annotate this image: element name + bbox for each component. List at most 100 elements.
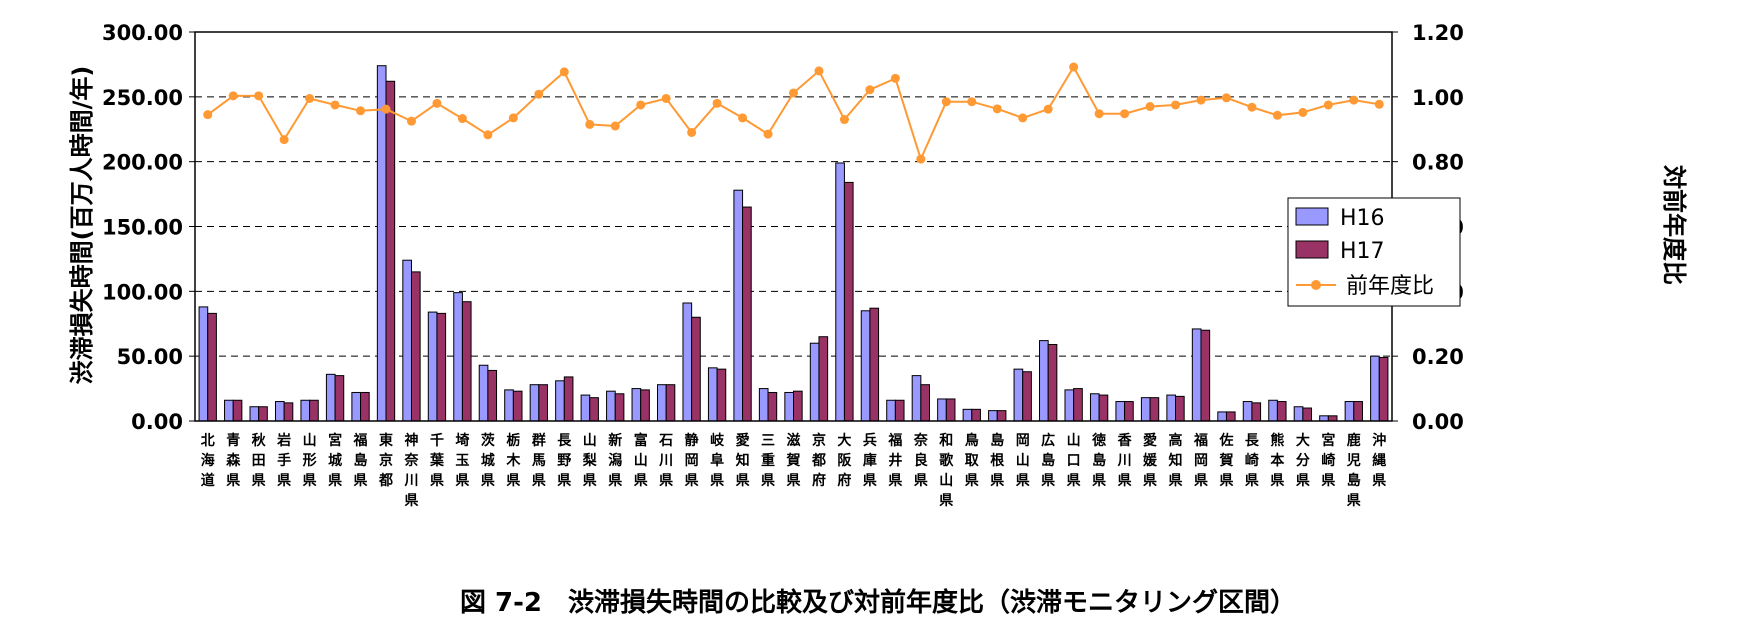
bar-h17 bbox=[1124, 401, 1134, 422]
bar-h17 bbox=[461, 301, 472, 422]
category-label: 島根県 bbox=[990, 432, 1005, 489]
category-label: 福島県 bbox=[353, 432, 368, 489]
bar-h17 bbox=[1200, 329, 1211, 422]
ratio-marker bbox=[610, 121, 620, 131]
category-label: 沖縄県 bbox=[1372, 432, 1386, 489]
bar-h17 bbox=[691, 316, 701, 422]
bar-h16 bbox=[504, 389, 514, 422]
category-label: 静岡県 bbox=[685, 432, 699, 489]
category-label: 埼玉県 bbox=[455, 432, 469, 489]
bar-h17 bbox=[410, 271, 421, 422]
ratio-marker bbox=[381, 104, 391, 114]
category-label: 高知県 bbox=[1169, 432, 1183, 489]
bar-h16 bbox=[1319, 415, 1329, 422]
bar-h17 bbox=[640, 389, 650, 422]
bar-h16 bbox=[707, 367, 718, 422]
bar-h16 bbox=[784, 391, 795, 422]
y2-tick-label: 0.80 bbox=[1412, 151, 1464, 175]
ratio-marker bbox=[1221, 93, 1231, 103]
ratio-marker bbox=[432, 98, 442, 108]
ratio-marker bbox=[1018, 113, 1028, 123]
category-label: 栃木県 bbox=[505, 432, 521, 489]
ratio-marker bbox=[763, 129, 773, 139]
category-label: 大阪府 bbox=[837, 432, 852, 489]
bar-series bbox=[198, 65, 1389, 422]
y-tick-label: 250.00 bbox=[102, 86, 183, 110]
y-tick-label: 50.00 bbox=[117, 345, 183, 369]
ratio-marker bbox=[1094, 109, 1104, 119]
ratio-marker bbox=[1145, 102, 1155, 112]
bar-h17 bbox=[512, 390, 523, 422]
category-label: 大分県 bbox=[1296, 432, 1310, 489]
bar-h17 bbox=[920, 384, 930, 422]
y2-tick-label: 0.00 bbox=[1412, 410, 1464, 434]
ratio-marker bbox=[534, 89, 544, 99]
bar-h16 bbox=[478, 364, 489, 422]
y2-tick-label: 1.00 bbox=[1412, 86, 1464, 110]
bar-h17 bbox=[283, 402, 294, 422]
ratio-marker bbox=[330, 100, 340, 110]
line-series bbox=[203, 62, 1384, 164]
bar-h17 bbox=[334, 375, 345, 422]
bar-h17 bbox=[945, 398, 956, 422]
bar-h17 bbox=[1353, 401, 1363, 422]
bar-h17 bbox=[1327, 415, 1338, 422]
bar-h16 bbox=[606, 390, 616, 422]
ratio-marker bbox=[279, 135, 289, 145]
bar-h16 bbox=[860, 310, 871, 422]
legend-swatch-h16 bbox=[1295, 207, 1329, 226]
ratio-marker bbox=[1120, 109, 1130, 119]
bar-h16 bbox=[274, 401, 285, 422]
bar-h16 bbox=[555, 380, 565, 422]
category-label: 香川県 bbox=[1117, 432, 1133, 489]
category-label: 愛知県 bbox=[736, 432, 750, 489]
bar-h16 bbox=[911, 375, 922, 422]
bar-h16 bbox=[657, 384, 667, 422]
ratio-marker bbox=[254, 91, 264, 101]
category-label: 千葉県 bbox=[429, 432, 445, 489]
ratio-marker bbox=[1069, 62, 1079, 72]
category-label: 滋賀県 bbox=[786, 432, 801, 489]
ratio-marker bbox=[559, 67, 569, 77]
category-label: 長野県 bbox=[557, 433, 572, 489]
bar-h16 bbox=[809, 342, 820, 422]
category-label: 茨城県 bbox=[481, 432, 495, 489]
ratio-marker bbox=[712, 98, 722, 108]
category-label: 奈良県 bbox=[913, 432, 929, 489]
bar-h16 bbox=[453, 292, 463, 422]
ratio-marker bbox=[1272, 110, 1282, 120]
y2-tick-label: 1.20 bbox=[1412, 21, 1464, 45]
bar-h16 bbox=[529, 384, 540, 422]
bar-h16 bbox=[1242, 401, 1253, 422]
bar-h16 bbox=[1013, 368, 1024, 422]
category-label: 神奈川県 bbox=[403, 432, 419, 509]
bar-h16 bbox=[402, 259, 412, 422]
bar-h16 bbox=[937, 398, 947, 422]
category-label: 岐阜県 bbox=[710, 432, 725, 489]
y-tick-label: 200.00 bbox=[102, 151, 183, 175]
bar-h17 bbox=[538, 384, 548, 422]
legend-swatch-ratio-marker bbox=[1311, 280, 1321, 290]
y-tick-label: 100.00 bbox=[102, 280, 183, 304]
category-label: 京都府 bbox=[811, 432, 826, 489]
ratio-marker bbox=[661, 93, 671, 103]
category-label: 宮崎県 bbox=[1321, 432, 1335, 489]
bar-h17 bbox=[894, 399, 905, 422]
gridlines bbox=[195, 96, 1392, 357]
y2-axis-title: 対前年度比 bbox=[1660, 165, 1688, 285]
bar-h16 bbox=[631, 388, 642, 422]
y-tick-label: 150.00 bbox=[102, 216, 183, 240]
category-label: 兵庫県 bbox=[863, 432, 877, 489]
category-label: 徳島県 bbox=[1091, 432, 1106, 489]
y-tick-label: 0.00 bbox=[131, 410, 183, 434]
bar-h17 bbox=[1225, 411, 1236, 422]
category-label: 富山県 bbox=[634, 432, 648, 489]
left-axis-ticks: 0.00 50.00 100.00 150.00 200.00 250.00 300.00 bbox=[102, 21, 195, 434]
bar-h17 bbox=[996, 410, 1007, 422]
category-label: 広島県 bbox=[1041, 432, 1055, 489]
bar-h16 bbox=[1140, 397, 1151, 422]
bar-h16 bbox=[988, 410, 998, 422]
y2-tick-label: 0.20 bbox=[1412, 345, 1464, 369]
category-label: 宮城県 bbox=[328, 432, 342, 489]
category-label: 岡山県 bbox=[1016, 433, 1030, 489]
